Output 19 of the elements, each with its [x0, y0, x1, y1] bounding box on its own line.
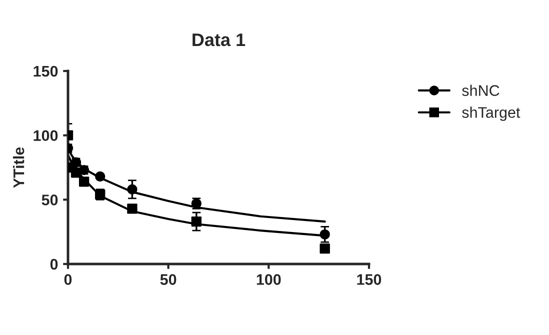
- y-tick-label: 100: [34, 130, 58, 142]
- point: [127, 184, 138, 194]
- chart-title: Data 1: [192, 34, 246, 46]
- x-tick-label: 100: [256, 274, 281, 285]
- y-axis-title: YTitle: [12, 147, 24, 188]
- legend-label: shTarget: [462, 106, 520, 121]
- point: [320, 229, 330, 240]
- point: [78, 176, 90, 187]
- x-tick-label: 50: [160, 274, 176, 285]
- y-tick-label: 50: [42, 194, 58, 206]
- point: [127, 204, 138, 214]
- legend-label: shNC: [462, 84, 500, 96]
- point: [320, 243, 330, 254]
- x-tick-label: 150: [357, 274, 382, 285]
- point: [95, 171, 106, 182]
- y-tick-label: 0: [50, 258, 58, 270]
- point: [191, 216, 202, 227]
- x-tick-label: 0: [64, 274, 72, 285]
- y-tick-label: 150: [34, 66, 58, 77]
